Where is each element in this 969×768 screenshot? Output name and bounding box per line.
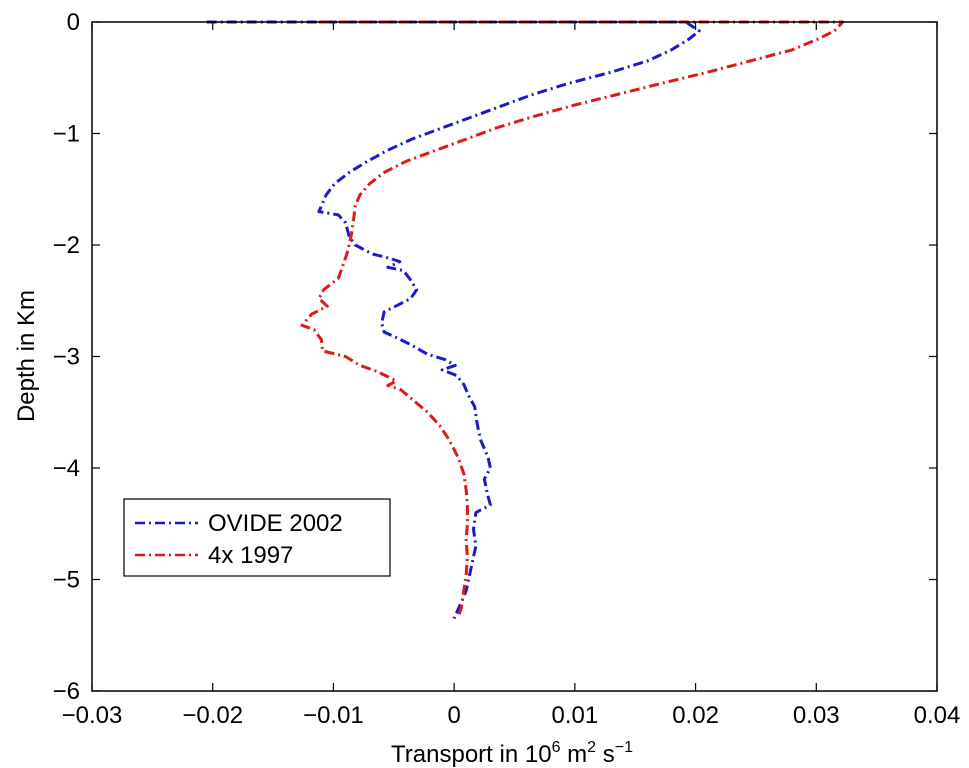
- x-tick-label: −0.01: [303, 702, 364, 729]
- y-tick-label: −2: [53, 232, 80, 259]
- y-tick-label: −6: [53, 678, 80, 705]
- x-tick-label: 0: [447, 702, 460, 729]
- x-tick-label: 0.02: [672, 702, 719, 729]
- x-axis-label-mid: m: [560, 741, 587, 768]
- series-layer: [206, 20, 845, 620]
- x-tick-label: −0.03: [62, 702, 123, 729]
- y-tick-label: −5: [53, 567, 80, 594]
- series-line-ovide-2002: [206, 20, 701, 620]
- legend-label-ovide-2002: OVIDE 2002: [208, 510, 343, 537]
- y-axis-label: Depth in Km: [13, 290, 40, 422]
- y-tick-label: 0: [67, 9, 80, 36]
- y-tick-label: −3: [53, 344, 80, 371]
- x-axis-label-base: Transport in 10: [391, 741, 552, 768]
- y-tick-label: −1: [53, 121, 80, 148]
- series-line-4x-1997: [300, 20, 845, 616]
- x-tick-label: 0.01: [551, 702, 598, 729]
- x-axis-label-exp2: 2: [587, 739, 596, 756]
- x-axis-label-exp1: 6: [552, 739, 561, 756]
- x-tick-label: 0.03: [793, 702, 840, 729]
- legend: OVIDE 2002 4x 1997: [123, 498, 391, 577]
- x-tick-label: 0.04: [914, 702, 961, 729]
- x-tick-label: −0.02: [182, 702, 243, 729]
- x-axis-label-tail: s: [596, 741, 615, 768]
- legend-label-4x-1997: 4x 1997: [208, 542, 293, 569]
- x-axis-label-exp3: −1: [615, 739, 633, 756]
- x-axis-label: Transport in 106 m2 s−1: [391, 739, 633, 768]
- tick-layer: −0.03 −0.02 −0.01 0 0.01 0.02 0.03 0.04 −6 −5 −4 −3…: [53, 9, 961, 729]
- legend-box: [123, 498, 391, 577]
- y-tick-label: −4: [53, 455, 80, 482]
